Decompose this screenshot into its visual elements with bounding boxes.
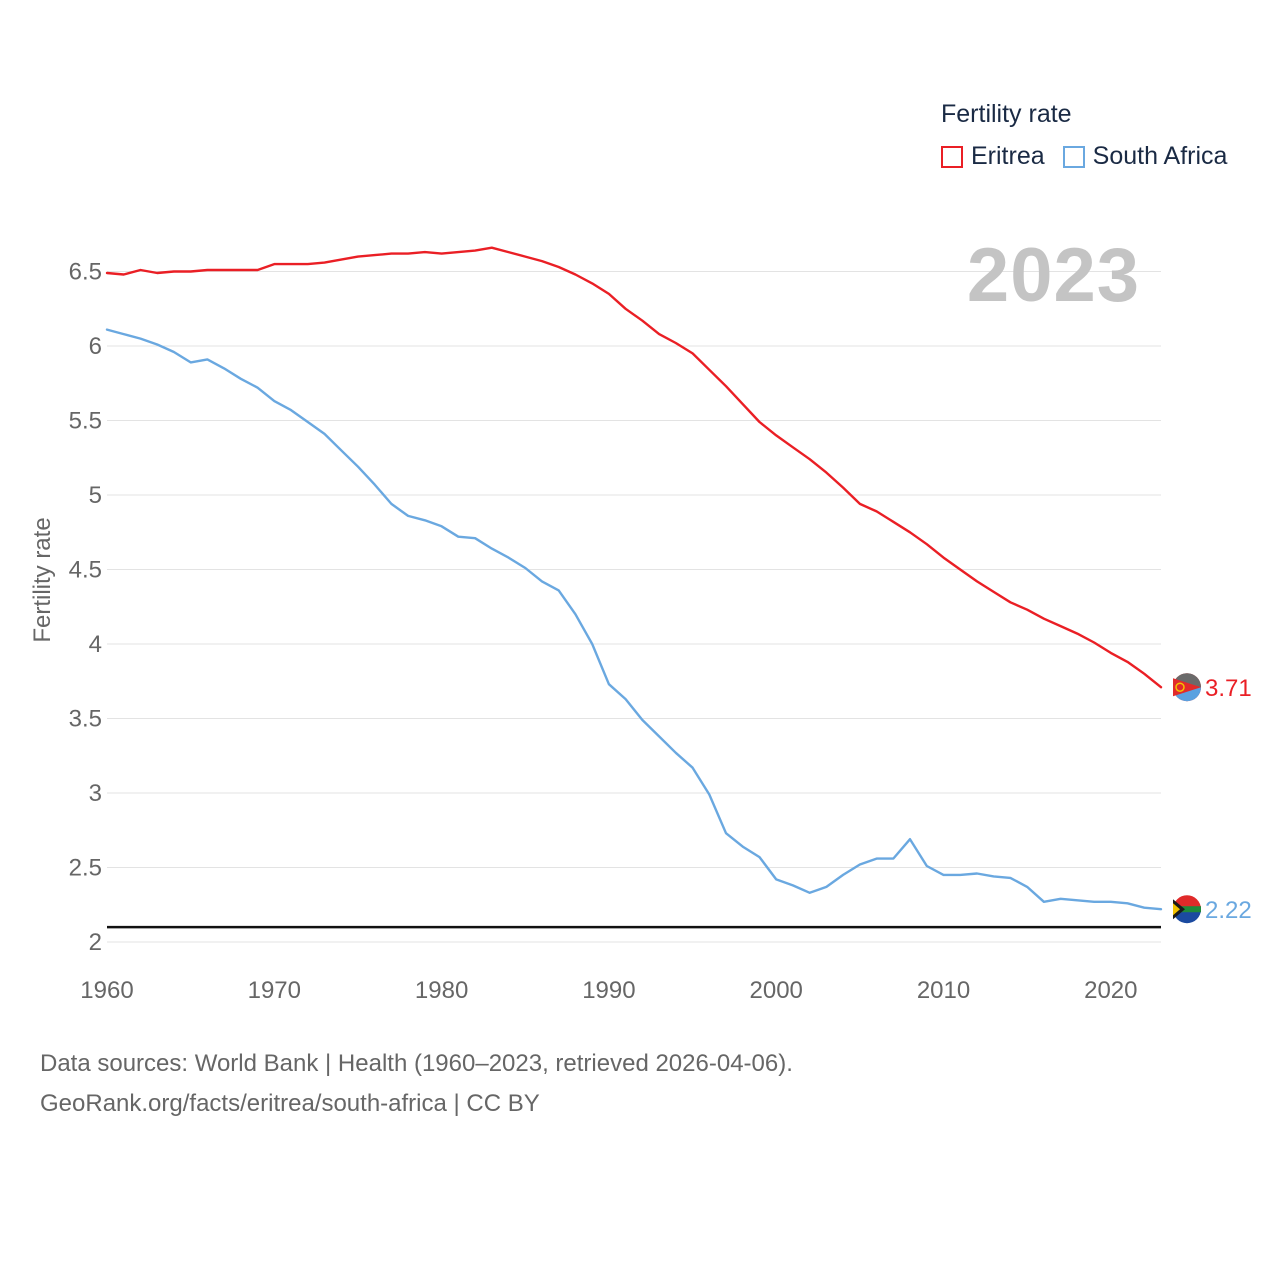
y-tick-label: 5 [89, 482, 102, 509]
y-tick-label: 3 [89, 780, 102, 807]
y-tick-label: 2.5 [69, 855, 102, 882]
legend-item-eritrea[interactable]: Eritrea [941, 142, 1045, 171]
legend-title: Fertility rate [941, 100, 1072, 128]
legend-item-south-africa[interactable]: South Africa [1062, 142, 1228, 171]
footer: Data sources: World Bank | Health (1960–… [40, 1044, 793, 1124]
x-tick-label: 2010 [917, 977, 970, 1004]
legend-label-south-africa: South Africa [1092, 142, 1228, 170]
x-tick-label: 1980 [415, 977, 468, 1004]
y-tick-label: 5.5 [69, 408, 102, 435]
x-axis-ticks: 1960 1970 1980 1990 2000 2010 2020 [80, 977, 1137, 1004]
year-label: 2023 [966, 233, 1140, 318]
series-line-eritrea[interactable] [105, 246, 1163, 689]
x-tick-label: 2020 [1084, 977, 1137, 1004]
grid-lines [107, 271, 1161, 943]
x-tick-label: 1970 [248, 977, 301, 1004]
legend-swatch-south-africa [1062, 145, 1085, 168]
y-tick-label: 3.5 [69, 706, 102, 733]
end-labels: 3.71 2.22 [1173, 673, 1252, 924]
legend-swatch-eritrea [941, 145, 963, 168]
flag-icon-south-africa [1173, 895, 1201, 924]
data-sources-text: Data sources: World Bank | Health (1960–… [40, 1050, 793, 1077]
y-axis-ticks: 2 2.5 3 3.5 4 4.5 5 5.5 6 6.5 [69, 259, 102, 957]
end-value-label: 3.71 [1205, 675, 1252, 702]
y-tick-label: 6 [89, 333, 102, 360]
x-tick-label: 1990 [582, 977, 635, 1004]
y-tick-label: 4 [89, 631, 102, 658]
y-axis-label: Fertility rate [29, 517, 56, 643]
end-value-label: 2.22 [1205, 897, 1252, 924]
flag-icon-eritrea [1173, 673, 1201, 702]
source-link[interactable]: GeoRank.org/facts/eritrea/south-africa |… [40, 1090, 540, 1117]
legend-label-eritrea: Eritrea [971, 142, 1045, 170]
x-tick-label: 2000 [750, 977, 803, 1004]
y-tick-label: 6.5 [69, 259, 102, 286]
legend: Eritrea South Africa [941, 142, 1245, 171]
x-tick-label: 1960 [80, 977, 133, 1004]
y-tick-label: 2 [89, 929, 102, 956]
y-tick-label: 4.5 [69, 557, 102, 584]
series-lines [105, 246, 1163, 911]
series-line-south-africa[interactable] [105, 328, 1163, 911]
